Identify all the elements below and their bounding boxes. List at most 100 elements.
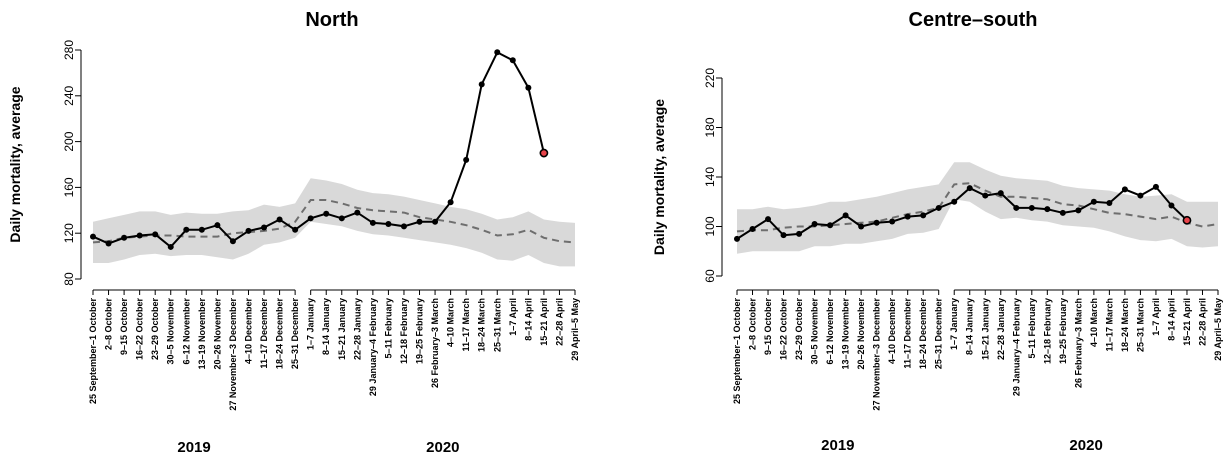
chart1-observed-point bbox=[136, 232, 143, 239]
chart1-y-tick-label: 240 bbox=[62, 85, 76, 105]
chart1-title: North bbox=[305, 9, 358, 31]
chart1-observed-point bbox=[509, 57, 516, 64]
chart1-observed-point bbox=[229, 238, 236, 245]
chart2-observed-point bbox=[765, 216, 772, 223]
chart1-x-tick-label: 25–31 March bbox=[492, 298, 502, 352]
chart1-x-tick-label: 11–17 March bbox=[461, 298, 471, 352]
chart1-observed-point bbox=[323, 210, 330, 217]
chart1-observed-point bbox=[432, 218, 439, 225]
chart2-x-tick-label: 8–14 April bbox=[1166, 298, 1176, 341]
chart2-x-tick-label: 5–11 February bbox=[1027, 298, 1037, 359]
chart1-observed-point bbox=[261, 224, 268, 231]
chart1-y-tick-label: 160 bbox=[62, 177, 76, 197]
chart2-x-tick-label: 12–18 February bbox=[1042, 298, 1052, 364]
chart1-observed-point bbox=[167, 243, 174, 250]
chart1-x-tick-label: 8–14 January bbox=[321, 298, 331, 355]
chart1-x-tick-label: 1–7 January bbox=[306, 298, 316, 350]
chart2-y-axis-label: Daily mortality, average bbox=[651, 99, 667, 255]
chart1-prediction-band bbox=[93, 178, 575, 267]
chart2-observed-point bbox=[1106, 199, 1113, 206]
chart1-observed-point bbox=[416, 218, 423, 225]
chart1-observed-point bbox=[245, 227, 252, 234]
chart1-y-tick-label: 120 bbox=[62, 223, 76, 243]
chart2-observed-point bbox=[1028, 204, 1035, 211]
chart1-observed-line bbox=[92, 50, 545, 249]
chart1-year-label-2020: 2020 bbox=[426, 439, 459, 456]
chart1-x-tick-label: 12–18 February bbox=[399, 298, 409, 364]
chart2-x-tick-label: 8–14 January bbox=[965, 298, 975, 355]
chart2-x-tick-label: 25–31 December bbox=[934, 298, 944, 370]
chart2-observed-line bbox=[736, 185, 1188, 240]
chart1-x-tick-label: 6–12 November bbox=[181, 298, 191, 365]
chart2-x-tick-label: 19–25 February bbox=[1058, 298, 1068, 364]
chart2-x-tick-label: 18–24 March bbox=[1120, 298, 1130, 352]
chart1-x-tick-label: 1–7 April bbox=[508, 298, 518, 336]
chart1-x-tick-label: 15–21 April bbox=[539, 298, 549, 346]
chart2-observed-point bbox=[1168, 202, 1175, 209]
chart1-x-tick-label: 29 January–4 February bbox=[368, 298, 378, 396]
chart2-x-tick-label: 16–22 October bbox=[779, 298, 789, 361]
chart1-observed-point bbox=[90, 233, 96, 240]
chart2-x-tick-label: 15–21 January bbox=[980, 298, 990, 360]
chart2-observed-point bbox=[982, 192, 989, 199]
chart1-observed-point bbox=[198, 226, 205, 233]
chart1-x-tick-label: 29 April–5 May bbox=[570, 298, 580, 361]
chart1-x-tick-label: 22–28 April bbox=[554, 298, 564, 346]
chart2-observed-point bbox=[920, 212, 927, 219]
chart2-observed-point-latest bbox=[1182, 215, 1192, 225]
chart2-x-tick-label: 25 September–1 October bbox=[732, 298, 742, 405]
chart1-observed-point bbox=[354, 209, 361, 216]
chart2-x-tick-label: 22–28 January bbox=[996, 298, 1006, 360]
chart2-x-tick-label: 4–10 March bbox=[1089, 298, 1099, 347]
chart2-x-tick-label: 29 January–4 February bbox=[1011, 298, 1021, 396]
chart1-observed-point bbox=[447, 199, 454, 206]
chart1-observed-point bbox=[183, 226, 190, 233]
chart2-y-tick-label: 100 bbox=[703, 216, 717, 236]
chart1-y-tick-label: 80 bbox=[62, 272, 76, 286]
chart1-year-label-2019: 2019 bbox=[177, 439, 210, 456]
chart2-observed-point bbox=[997, 190, 1004, 197]
chart2-observed-point bbox=[889, 218, 896, 225]
chart1-x-tick-label: 22–28 January bbox=[352, 298, 362, 360]
chart2-observed-point bbox=[858, 223, 865, 230]
chart1-x-tick-label: 4–10 December bbox=[243, 298, 253, 365]
chart1-x-tick-label: 16–22 October bbox=[135, 298, 145, 361]
chart2-observed-point bbox=[749, 225, 756, 232]
chart2-observed-point bbox=[904, 213, 911, 220]
chart1-observed-point bbox=[463, 156, 470, 163]
chart2-observed-point bbox=[780, 232, 787, 239]
chart1-observed-point bbox=[400, 223, 407, 230]
chart2-title: Centre–south bbox=[909, 9, 1038, 31]
chart2-x-tick-label: 13–19 November bbox=[841, 298, 851, 370]
chart2-observed-point bbox=[873, 219, 880, 226]
chart2-y-tick-label: 140 bbox=[703, 167, 717, 187]
chart1-x-tick-label: 25–31 December bbox=[290, 298, 300, 370]
chart1-observed-point bbox=[385, 221, 392, 228]
chart2-observed-point bbox=[1121, 186, 1128, 193]
chart1-x-tick-label: 30–5 November bbox=[166, 298, 176, 365]
chart2-y-tick-label: 220 bbox=[703, 68, 717, 88]
chart2-observed-point bbox=[827, 222, 834, 229]
chart1-x-tick-label: 25 September–1 October bbox=[88, 298, 98, 405]
chart1-x-tick-label: 5–11 February bbox=[383, 298, 393, 359]
chart2-observed-point bbox=[811, 221, 818, 228]
chart1-x-tick-label: 2–8 October bbox=[104, 298, 114, 351]
chart2-x-tick-label: 9–15 October bbox=[763, 298, 773, 356]
chart1-observed-point bbox=[105, 240, 112, 247]
chart2-x-tick-label: 11–17 March bbox=[1104, 298, 1114, 352]
chart2-observed-point bbox=[1044, 206, 1051, 213]
chart1-y-tick-label: 280 bbox=[62, 40, 76, 60]
chart2-x-tick-label: 27 November–3 December bbox=[872, 298, 882, 411]
chart2-x-tick-label: 4–10 December bbox=[887, 298, 897, 365]
chart1-x-tick-label: 20–26 November bbox=[212, 298, 222, 370]
chart2-x-tick-label: 29 April–5 May bbox=[1213, 298, 1223, 361]
chart2-x-tick-label: 2–8 October bbox=[748, 298, 758, 351]
chart2-expected-line bbox=[736, 182, 1219, 233]
chart2-observed-point bbox=[842, 212, 849, 219]
chart2-observed-point bbox=[734, 235, 740, 242]
chart2-x-tick-label: 30–5 November bbox=[810, 298, 820, 365]
chart1-x-tick-label: 9–15 October bbox=[119, 298, 129, 356]
chart1-expected-line bbox=[92, 199, 576, 244]
chart2-x-tick-label: 20–26 November bbox=[856, 298, 866, 370]
